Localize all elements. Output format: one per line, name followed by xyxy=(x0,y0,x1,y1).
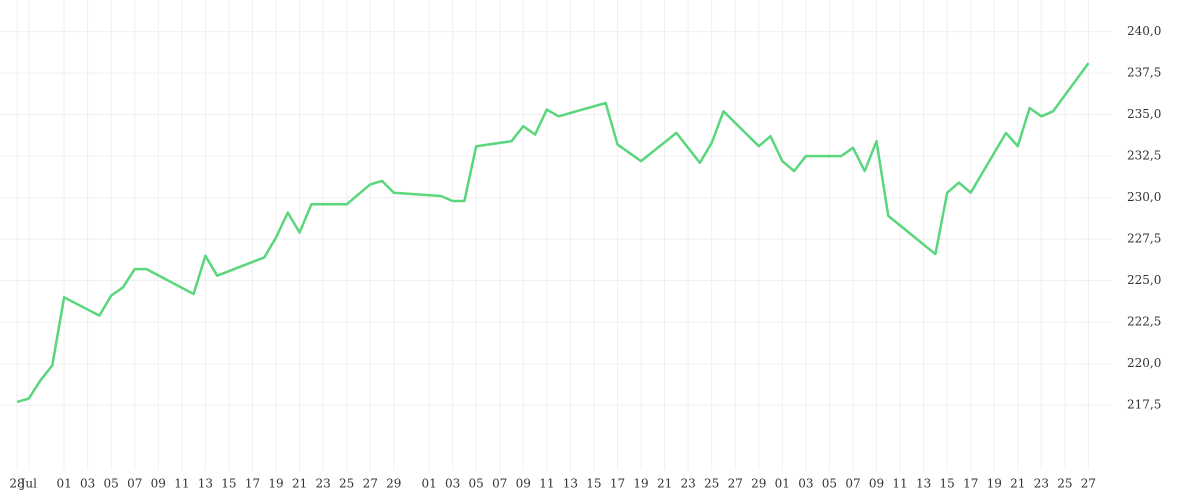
x-tick-label: 19 xyxy=(987,477,1002,491)
y-tick-label: 227,5 xyxy=(1127,232,1161,246)
x-tick-label: 25 xyxy=(704,477,719,491)
y-tick-label: 220,0 xyxy=(1127,356,1161,370)
x-tick-label: 17 xyxy=(245,477,260,491)
x-tick-label: 07 xyxy=(492,477,507,491)
y-tick-label: 232,5 xyxy=(1127,149,1161,163)
y-tick-label: 237,5 xyxy=(1127,66,1161,80)
x-tick-label: 15 xyxy=(221,477,236,491)
x-tick-label: 21 xyxy=(657,477,672,491)
x-tick-label: 15 xyxy=(586,477,601,491)
x-tick-label: 13 xyxy=(916,477,931,491)
x-tick-label: 23 xyxy=(680,477,695,491)
x-tick-label: 05 xyxy=(822,477,837,491)
x-tick-label: 05 xyxy=(104,477,119,491)
x-tick-label: 23 xyxy=(1034,477,1049,491)
x-tick-label: 15 xyxy=(940,477,955,491)
x-tick-label: 27 xyxy=(728,477,743,491)
y-tick-label: 240,0 xyxy=(1127,24,1161,38)
x-tick-label: 29 xyxy=(751,477,766,491)
x-tick-label: 29 xyxy=(386,477,401,491)
x-tick-label: 21 xyxy=(292,477,307,491)
x-tick-label: 09 xyxy=(516,477,531,491)
x-tick-label: 07 xyxy=(127,477,142,491)
x-tick-label: Jul xyxy=(19,477,38,491)
x-tick-label: 09 xyxy=(151,477,166,491)
price-line xyxy=(16,62,1090,404)
x-tick-label: 19 xyxy=(633,477,648,491)
x-tick-label: 11 xyxy=(539,477,554,491)
x-tick-label: 11 xyxy=(174,477,189,491)
x-tick-label: 13 xyxy=(563,477,578,491)
x-tick-label: 01 xyxy=(56,477,71,491)
x-tick-label: 05 xyxy=(469,477,484,491)
y-tick-label: 225,0 xyxy=(1127,273,1161,287)
x-tick-label: 03 xyxy=(445,477,460,491)
x-tick-label: 13 xyxy=(198,477,213,491)
x-tick-label: 07 xyxy=(845,477,860,491)
x-tick-label: 01 xyxy=(421,477,436,491)
x-tick-label: 28 xyxy=(9,477,24,491)
x-tick-label: 25 xyxy=(339,477,354,491)
x-tick-label: 17 xyxy=(963,477,978,491)
x-tick-label: 01 xyxy=(775,477,790,491)
y-tick-label: 230,0 xyxy=(1127,190,1161,204)
x-tick-label: 23 xyxy=(315,477,330,491)
x-tick-label: 27 xyxy=(1081,477,1096,491)
y-tick-label: 235,0 xyxy=(1127,107,1161,121)
x-tick-label: 03 xyxy=(80,477,95,491)
y-tick-label: 222,5 xyxy=(1127,315,1161,329)
x-tick-label: 25 xyxy=(1057,477,1072,491)
x-tick-label: 21 xyxy=(1010,477,1025,491)
x-tick-label: 19 xyxy=(268,477,283,491)
x-tick-label: 11 xyxy=(892,477,907,491)
x-tick-label: 03 xyxy=(798,477,813,491)
x-tick-label: 17 xyxy=(610,477,625,491)
y-tick-label: 217,5 xyxy=(1127,398,1161,412)
x-tick-label: 09 xyxy=(869,477,884,491)
x-tick-label: 27 xyxy=(363,477,378,491)
